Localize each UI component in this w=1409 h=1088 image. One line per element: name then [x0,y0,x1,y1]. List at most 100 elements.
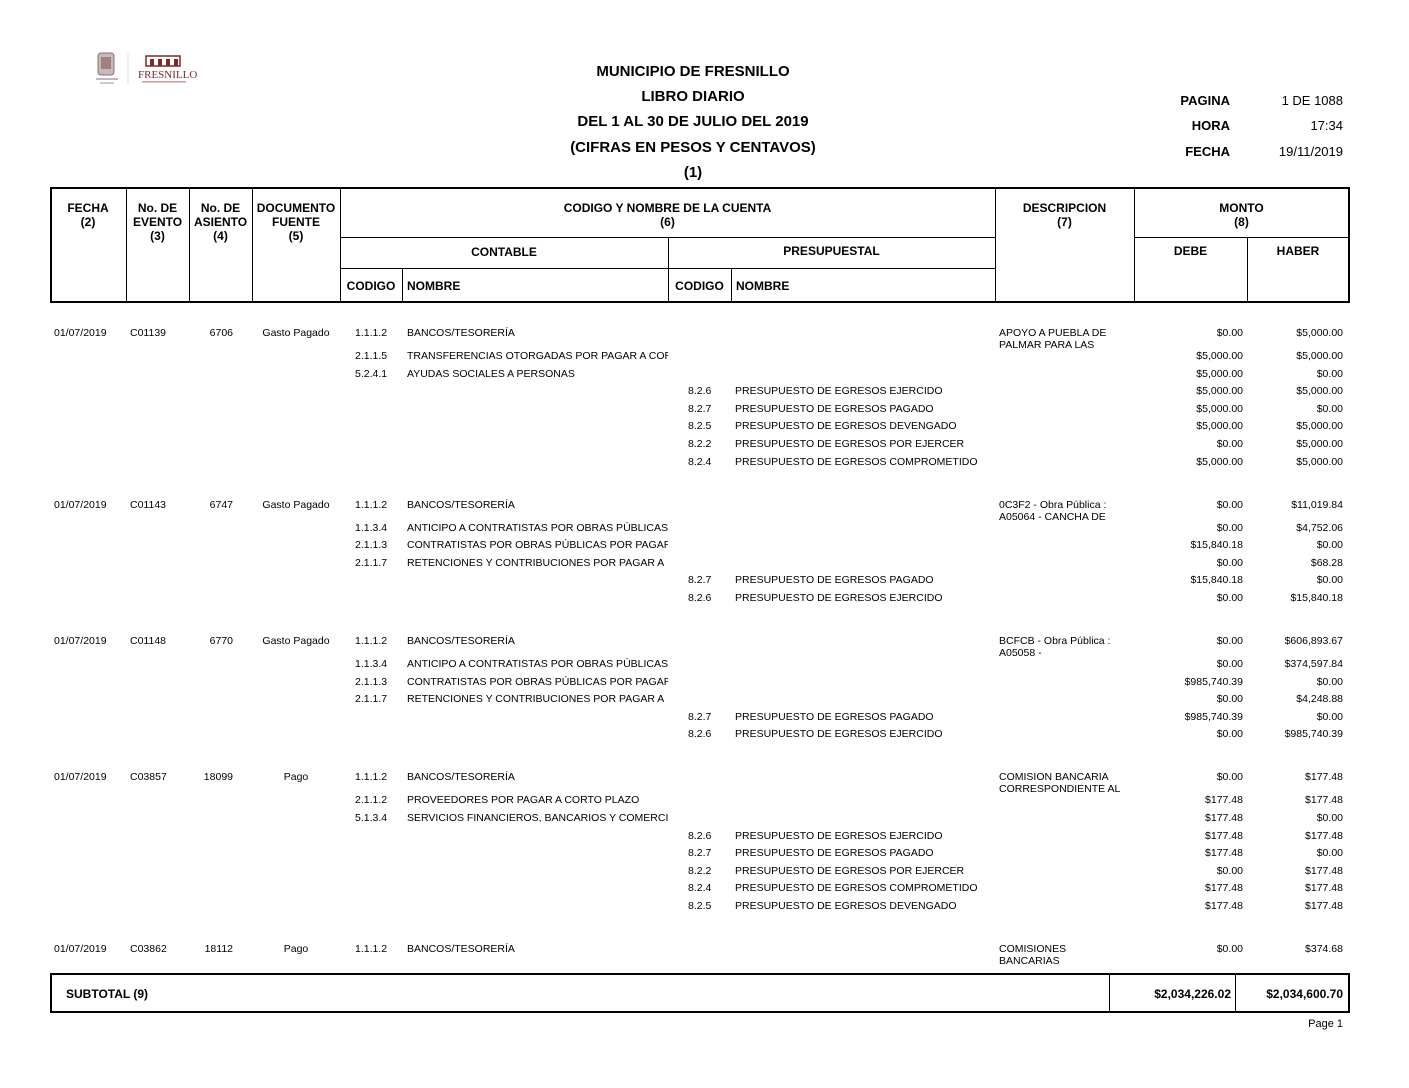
entry-asiento: 6706 [209,327,233,339]
amount-haber: $177.48 [1305,900,1343,912]
account-name: BANCOS/TESORERÍA [407,771,515,784]
entry-fecha: 01/07/2019 [54,771,107,784]
entry-evento: C01139 [130,327,167,339]
account-code: 1.1.1.2 [355,498,388,511]
budget-name: PRESUPUESTO DE EGRESOS PAGADO [735,710,934,723]
entry-documento: Pago [283,771,309,784]
entry-fecha: 01/07/2019 [54,498,107,511]
amount-haber: $4,752.06 [1296,521,1343,534]
budget-name: PRESUPUESTO DE EGRESOS EJERCIDO [735,728,943,741]
entry-fecha: 01/07/2019 [54,943,107,955]
amount-haber: $5,000.00 [1296,420,1343,433]
entry-asiento: 6747 [209,498,233,511]
entry-asiento: 18099 [203,771,233,784]
budget-name: PRESUPUESTO DE EGRESOS COMPROMETIDO [735,455,978,468]
col-descripcion: DESCRIPCION (7) [1022,201,1107,229]
fecha-label: FECHA [1185,144,1230,159]
entry-evento: C03862 [130,943,167,955]
report-units: (CIFRAS EN PESOS Y CENTAVOS) [570,139,816,156]
budget-code: 8.2.2 [688,864,712,877]
amount-haber: $177.48 [1305,829,1343,842]
entry-descripcion: 0C3F2 - Obra Pública : [999,498,1107,511]
account-code: 2.1.1.2 [355,794,388,807]
amount-haber: $0.00 [1316,402,1343,415]
entry-descripcion: APOYO A PUEBLA DE [999,327,1107,339]
amount-debe: $177.48 [1205,794,1243,807]
budget-name: PRESUPUESTO DE EGRESOS PAGADO [735,574,934,587]
account-name: CONTRATISTAS POR OBRAS PÚBLICAS POR PAGA… [407,539,668,552]
amount-debe: $985,740.39 [1184,675,1243,688]
amount-haber: $15,840.18 [1290,592,1343,604]
entry-descripcion: BCFCB - Obra Pública : [999,635,1111,647]
amount-debe: $0.00 [1216,556,1243,569]
account-name: AYUDAS SOCIALES A PERSONAS [407,367,575,380]
amount-debe: $15,840.18 [1190,539,1243,552]
account-code: 1.1.3.4 [355,658,388,670]
account-code: 1.1.1.2 [355,635,388,647]
amount-debe: $5,000.00 [1196,350,1243,362]
entry-descripcion: COMISION BANCARIA [999,771,1109,784]
entry-descripcion: A05058 - [999,647,1042,659]
amount-haber: $5,000.00 [1296,455,1343,468]
budget-name: PRESUPUESTO DE EGRESOS COMPROMETIDO [735,882,978,895]
entry-asiento: 6770 [209,635,233,647]
amount-haber: $0.00 [1316,812,1343,824]
amount-haber: $5,000.00 [1296,350,1343,362]
entry-documento: Gasto Pagado [262,327,330,339]
budget-code: 8.2.4 [688,882,712,895]
budget-code: 8.2.7 [688,847,712,860]
report-note: (1) [683,164,703,181]
amount-haber: $177.48 [1305,794,1343,807]
amount-haber: $5,000.00 [1296,438,1343,450]
budget-name: PRESUPUESTO DE EGRESOS DEVENGADO [735,420,957,433]
budget-name: PRESUPUESTO DE EGRESOS EJERCIDO [735,592,943,604]
budget-code: 8.2.2 [688,438,712,450]
amount-debe: $0.00 [1216,693,1243,706]
hora-label: HORA [1191,118,1230,133]
amount-haber: $11,019.84 [1291,498,1343,511]
amount-haber: $0.00 [1316,367,1343,380]
account-code: 5.1.3.4 [355,812,388,824]
amount-haber: $0.00 [1316,574,1343,587]
hora-value: 17:34 [1310,118,1343,133]
account-code: 1.1.1.2 [355,327,388,339]
amount-debe: $0.00 [1216,438,1243,450]
account-code: 5.2.4.1 [355,367,388,380]
amount-debe: $0.00 [1216,635,1243,647]
account-name: BANCOS/TESORERÍA [407,498,515,511]
amount-debe: $0.00 [1216,943,1243,955]
amount-haber: $177.48 [1305,882,1343,895]
amount-haber: $4,248.88 [1296,693,1343,706]
col-nombre-presupuestal: NOMBRE [736,279,790,293]
budget-code: 8.2.7 [688,574,712,587]
entry-descripcion: CORRESPONDIENTE AL [999,783,1121,796]
budget-name: PRESUPUESTO DE EGRESOS PAGADO [735,402,934,415]
col-documento: DOCUMENTO FUENTE (5) [256,201,336,243]
account-name: ANTICIPO A CONTRATISTAS POR OBRAS PÚBLIC… [407,658,668,670]
budget-name: PRESUPUESTO DE EGRESOS EJERCIDO [735,829,943,842]
entry-evento: C01148 [130,635,167,647]
amount-debe: $5,000.00 [1196,385,1243,398]
entry-asiento: 18112 [204,943,233,955]
amount-debe: $0.00 [1216,728,1243,741]
budget-name: PRESUPUESTO DE EGRESOS POR EJERCER [735,864,965,877]
account-name: BANCOS/TESORERÍA [407,327,515,339]
account-name: RETENCIONES Y CONTRIBUCIONES POR PAGAR A [407,693,665,706]
budget-code: 8.2.7 [688,402,712,415]
municipality-logo: FRESNILLO [92,50,202,90]
pagina-label: PAGINA [1180,93,1230,108]
entry-documento: Gasto Pagado [262,498,330,511]
amount-haber: $68.28 [1310,556,1343,569]
budget-code: 8.2.4 [688,455,712,468]
subtotal-haber: $2,034,600.70 [1266,987,1343,1001]
col-contable: CONTABLE [471,245,537,259]
amount-haber: $606,893.67 [1284,635,1343,647]
col-haber: HABER [1276,244,1320,258]
amount-haber: $0.00 [1316,710,1343,723]
entry-descripcion: A05064 - CANCHA DE [999,510,1106,523]
report-title: LIBRO DIARIO [641,88,745,105]
page-number: Page 1 [1308,1018,1343,1030]
account-code: 1.1.1.2 [355,771,388,784]
amount-haber: $374,597.84 [1284,658,1343,670]
col-codigo-contable: CODIGO [346,279,396,293]
